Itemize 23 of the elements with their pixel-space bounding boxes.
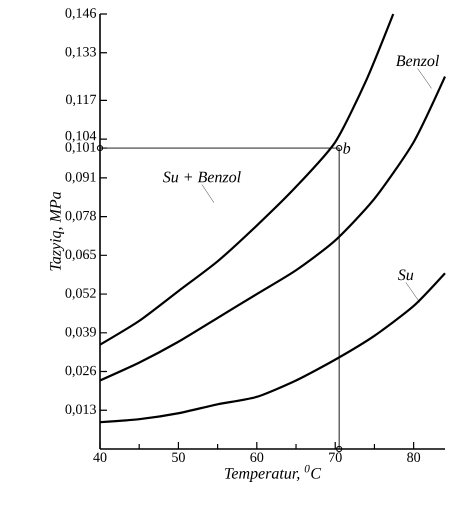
x-tick-label: 60 xyxy=(250,452,264,462)
series-label: Su xyxy=(398,269,414,280)
y-tick-label: 0,052 xyxy=(66,288,96,300)
text: Su + Benzol xyxy=(162,171,241,182)
y-tick-label: 0,091 xyxy=(66,172,96,184)
y-tick-label: 0,101 xyxy=(66,142,96,154)
x-tick-label: 80 xyxy=(407,452,420,462)
x-tick-label: 50 xyxy=(172,452,185,462)
y-axis-title: Tazyiq, MPa xyxy=(50,192,64,271)
x-tick-label: 40 xyxy=(93,452,106,462)
y-tick-label: 0,104 xyxy=(66,130,96,142)
y-tick-label: 0,039 xyxy=(66,327,96,339)
x-axis-title: Temperatur, $^{0}$C xyxy=(225,464,322,482)
y-tick-label: 0,133 xyxy=(66,46,96,58)
y-tick-label: 0,146 xyxy=(66,8,96,20)
y-tick-label: 0,013 xyxy=(66,404,96,416)
y-tick-label: 0,117 xyxy=(66,94,96,106)
x-tick-label: 70 xyxy=(329,452,342,462)
series-label: Benzol xyxy=(396,54,439,66)
y-tick-label: 0,078 xyxy=(66,210,96,222)
y-tick-label: 0,065 xyxy=(66,250,96,262)
y-tick-label: 0,026 xyxy=(66,366,96,378)
annotation: b xyxy=(343,142,350,154)
